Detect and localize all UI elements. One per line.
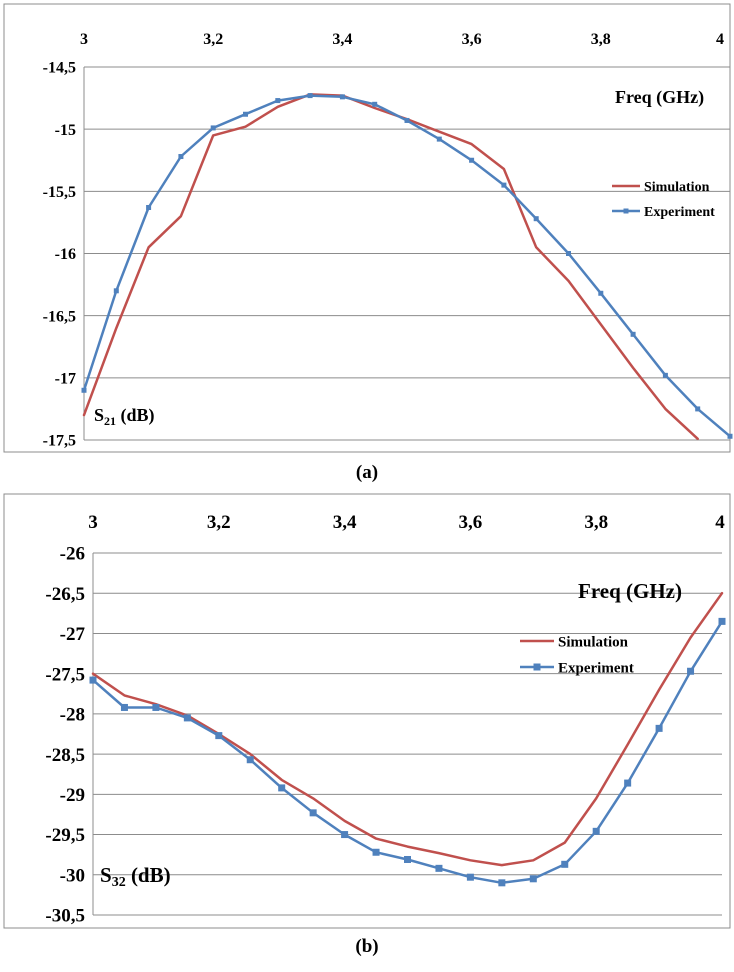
x-tick-label-b: 4 (715, 512, 725, 533)
data-point-b (624, 779, 632, 787)
data-point-b (183, 714, 191, 722)
legend-marker-a (623, 208, 629, 214)
y-tick-label-b: -30 (60, 865, 85, 886)
data-point-a (404, 117, 410, 123)
data-point-a (243, 111, 248, 117)
y-tick-label-b: -26 (60, 544, 85, 565)
legend-label-experiment-b: Experiment (558, 660, 634, 676)
x-tick-label-b: 3,2 (207, 512, 231, 533)
data-point-a (662, 372, 668, 378)
data-point-a (339, 94, 345, 100)
y-tick-label-a: -14,5 (43, 60, 76, 77)
data-point-a (501, 182, 507, 188)
data-point-b (498, 879, 506, 887)
series-line-simulation-b (91, 591, 724, 867)
data-point-a (307, 93, 313, 99)
y-tick-label-a: -15,5 (43, 184, 76, 201)
x-tick-label-a: 3,6 (462, 31, 482, 48)
x-tick-label-a: 3,2 (203, 31, 223, 48)
data-point-b (341, 831, 349, 839)
x-tick-label-a: 3,8 (591, 31, 611, 48)
y-tick-label-b: -27,5 (45, 664, 85, 685)
caption-b: (b) (355, 936, 379, 957)
x-axis-label-b: Freq (GHz) (578, 579, 682, 603)
data-point-a (469, 157, 475, 163)
data-point-b (466, 873, 474, 881)
data-point-b (309, 809, 317, 817)
data-point-a (178, 154, 184, 160)
data-point-a (533, 216, 539, 222)
data-point-b (215, 732, 223, 740)
legend-label-simulation-b: Simulation (558, 634, 629, 650)
data-point-b (152, 703, 160, 711)
data-point-b (404, 855, 411, 863)
x-tick-label-a: 3 (80, 31, 88, 48)
y-tick-label-a: -16,5 (43, 308, 76, 325)
data-point-a (436, 136, 442, 142)
legend-marker-b (533, 663, 541, 671)
data-point-b (435, 864, 443, 872)
data-point-a (81, 387, 87, 393)
data-point-a (630, 331, 636, 337)
chart-b: -26 -26,5 -27 -27,5 -28 -28,5 -29 -29,5 -30 -30,5… (3, 493, 731, 929)
chart-frame-b (3, 493, 731, 929)
x-tick-label-a: 4 (716, 31, 724, 48)
data-point-b (278, 784, 286, 792)
chart-panel-a: -14,5 -15 -15,5 -16 -16,5 -17 -17,5 3 3,2 3,4 3,6 3… (3, 3, 733, 483)
data-point-a (372, 101, 378, 107)
x-tick-label-b: 3 (88, 512, 98, 533)
data-point-b (372, 848, 380, 856)
data-point-b (592, 827, 600, 835)
y-axis-label-b: S32 (dB) (100, 863, 171, 890)
y-tick-label-b: -28 (60, 705, 85, 726)
legend-label-experiment-a: Experiment (644, 205, 715, 220)
y-tick-label-b: -30,5 (45, 906, 85, 927)
data-point-b (246, 756, 254, 764)
data-point-b (655, 724, 663, 732)
y-tick-label-b: -29,5 (45, 825, 85, 846)
data-point-b (718, 617, 726, 625)
y-tick-label-a: -15 (55, 122, 76, 139)
data-point-b (561, 860, 569, 868)
y-tick-label-a: -16 (55, 246, 76, 263)
y-tick-label-a: -17 (55, 370, 76, 387)
chart-a: -14,5 -15 -15,5 -16 -16,5 -17 -17,5 3 3,2 3,4 3,6 3… (3, 3, 733, 453)
x-tick-label-b: 3,8 (584, 512, 608, 533)
data-point-b (687, 667, 695, 675)
y-tick-label-b: -26,5 (45, 584, 85, 605)
chart-panel-b: -26 -26,5 -27 -27,5 -28 -28,5 -29 -29,5 -30 -30,5… (0, 490, 734, 972)
data-point-b (529, 875, 537, 883)
y-tick-label-b: -29 (60, 785, 85, 806)
data-point-a (566, 251, 571, 256)
x-axis-label-a: Freq (GHz) (615, 87, 704, 108)
x-tick-label-b: 3,6 (459, 512, 483, 533)
data-point-a (210, 125, 216, 131)
data-point-b (89, 676, 97, 684)
data-point-a (727, 433, 733, 439)
x-tick-label-b: 3,4 (333, 512, 357, 533)
legend-label-simulation-a: Simulation (644, 180, 710, 195)
data-point-a (275, 98, 281, 104)
y-tick-label-b: -27 (60, 624, 86, 645)
caption-a: (a) (355, 462, 379, 483)
y-axis-label-a: S21 (dB) (94, 405, 155, 428)
data-point-a (695, 406, 701, 412)
data-point-a (598, 290, 604, 296)
data-point-a (113, 288, 119, 294)
data-point-b (120, 703, 128, 711)
x-tick-label-a: 3,4 (332, 31, 352, 48)
y-tick-label-a: -17,5 (43, 433, 76, 450)
data-point-a (146, 204, 152, 210)
chart-frame-a (3, 3, 731, 453)
y-tick-label-b: -28,5 (45, 745, 85, 766)
